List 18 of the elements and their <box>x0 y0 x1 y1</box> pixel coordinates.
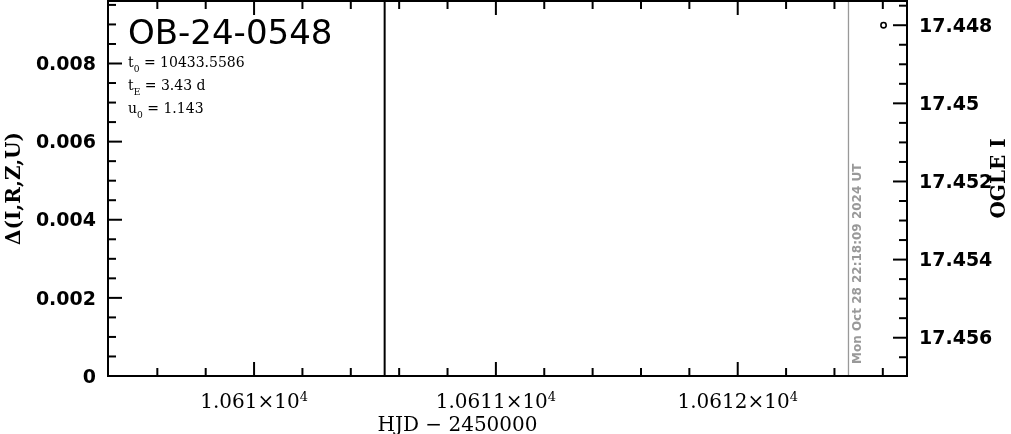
y-tick-label: 0.006 <box>35 130 96 153</box>
y-tick-label: 0.002 <box>35 286 96 309</box>
x-tick-label: 1.0612×10$^{4}$ <box>677 388 798 413</box>
y-axis-title: Δ(I,R,Z,U) <box>1 132 25 245</box>
annotation: Mon Oct 28 22:18:09 2024 UT <box>850 162 865 364</box>
chart-title: OB-24-0548 <box>128 12 333 52</box>
x-tick-label: 1.0611×10$^{4}$ <box>435 388 557 413</box>
y2-tick-label: 17.448 <box>919 13 993 36</box>
annotation: u$_{0}$ = 1.143 <box>128 100 204 120</box>
annotation: t$_{0}$ = 10433.5586 <box>128 54 245 74</box>
x-tick-label: 1.061×10$^{4}$ <box>200 388 308 413</box>
y-tick-label: 0.008 <box>35 52 96 75</box>
y-tick-label: 0 <box>82 364 96 387</box>
y-tick-label: 0.004 <box>35 208 96 231</box>
annotation: t$_{E}$ = 3.43 d <box>128 77 206 97</box>
y2-tick-label: 17.456 <box>919 326 993 349</box>
y2-tick-label: 17.45 <box>919 91 980 114</box>
y2-tick-label: 17.454 <box>919 248 993 271</box>
